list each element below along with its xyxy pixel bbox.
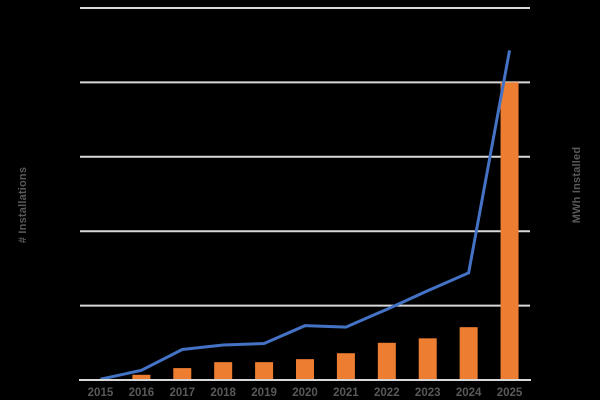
bar-2024 <box>459 327 478 380</box>
x-axis-label: 2025 <box>497 387 523 399</box>
bar-2016 <box>132 374 151 380</box>
bar-2017 <box>173 368 192 380</box>
bar-2020 <box>296 359 314 380</box>
x-axis-label: 2017 <box>169 387 195 399</box>
bar-2025 <box>500 82 519 381</box>
line-series <box>100 50 512 381</box>
x-axis-label: 2023 <box>415 387 441 399</box>
x-axis-label: 2022 <box>374 387 400 399</box>
x-axis-label: 2015 <box>88 387 114 399</box>
bar-2021 <box>336 353 355 380</box>
bar-2022 <box>377 342 396 380</box>
x-axis-label: 2024 <box>456 387 482 399</box>
x-axis-label: 2021 <box>333 387 359 399</box>
bar-2023 <box>418 338 437 380</box>
bar-2019 <box>255 362 274 380</box>
right-axis-title: MWh Installed <box>571 146 583 224</box>
left-axis-title: # Installations <box>17 166 29 244</box>
x-axis-label: 2019 <box>251 387 277 399</box>
x-axis-label: 2018 <box>210 387 236 399</box>
bar-2018 <box>214 362 233 380</box>
x-axis-label: 2020 <box>292 387 318 399</box>
x-axis-label: 2016 <box>129 387 155 399</box>
